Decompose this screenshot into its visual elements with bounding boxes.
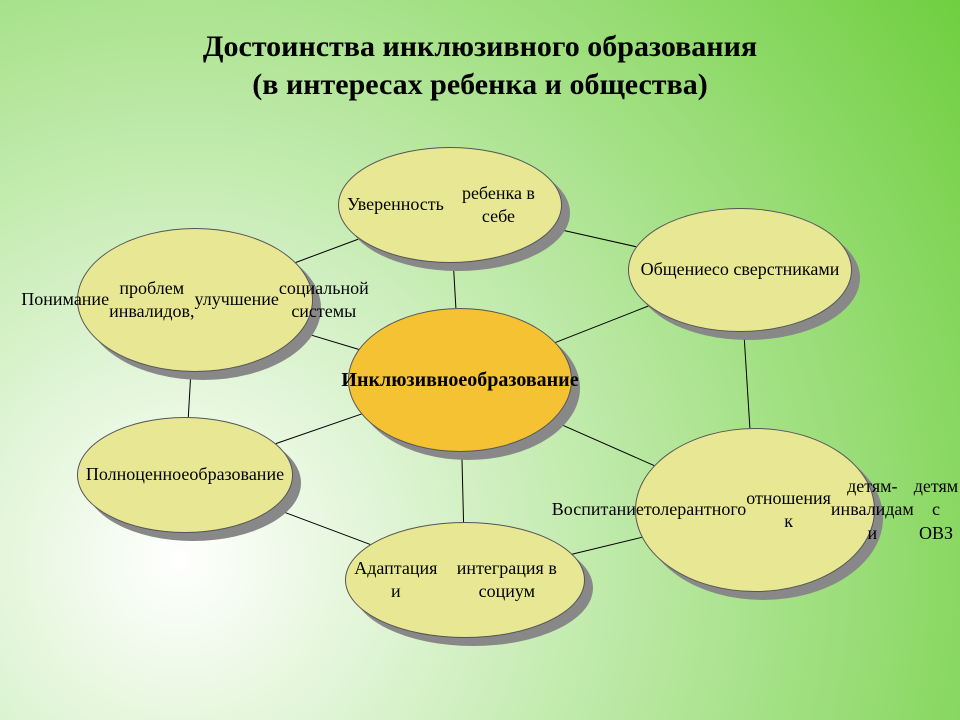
node-label-line: со сверстниками bbox=[712, 258, 839, 281]
connector-line bbox=[744, 332, 750, 428]
node-label-line: Воспитание bbox=[552, 498, 644, 521]
node-label-line: Полноценное bbox=[86, 463, 189, 486]
title-line-1: Достоинства инклюзивного образования bbox=[0, 28, 960, 66]
outer-node-n2: Общениесо сверстниками bbox=[628, 208, 852, 332]
outer-node-n6: Пониманиепроблем инвалидов,улучшениесоци… bbox=[77, 228, 313, 372]
node-label-line: проблем инвалидов, bbox=[109, 277, 194, 324]
connector-line bbox=[572, 537, 641, 554]
node-label-line: образование bbox=[189, 463, 284, 486]
connector-line bbox=[274, 508, 371, 544]
node-label-line: отношения к bbox=[746, 487, 831, 534]
node-label-line: Понимание bbox=[21, 288, 109, 311]
connector-line bbox=[556, 306, 649, 343]
node-label-line: толерантного bbox=[644, 498, 746, 521]
outer-node-n5: Полноценноеобразование bbox=[77, 417, 293, 533]
node-label-line: Уверенность bbox=[347, 193, 444, 216]
outer-node-n1: Уверенностьребенка в себе bbox=[338, 147, 562, 263]
connector-line bbox=[462, 452, 464, 522]
outer-node-n4: Адаптация иинтеграция в социум bbox=[345, 522, 585, 638]
page-title: Достоинства инклюзивного образования (в … bbox=[0, 28, 960, 103]
node-label-line: улучшение bbox=[195, 288, 279, 311]
connector-line bbox=[552, 421, 654, 466]
node-label-line: интеграция в социум bbox=[438, 557, 576, 604]
connector-line bbox=[553, 228, 636, 247]
connector-line bbox=[276, 414, 362, 444]
outer-node-n3: Воспитаниетолерантногоотношения кдетям-и… bbox=[635, 428, 875, 592]
node-label-line: образование bbox=[467, 367, 578, 393]
node-label-line: социальной системы bbox=[279, 277, 369, 324]
node-label-line: детям-инвалидам и bbox=[831, 475, 914, 545]
connector-line bbox=[296, 239, 359, 263]
center-node: Инклюзивноеобразование bbox=[348, 308, 572, 452]
node-label-line: Инклюзивное bbox=[341, 367, 467, 393]
node-label-line: ребенка в себе bbox=[444, 182, 553, 229]
node-label-line: Адаптация и bbox=[354, 557, 438, 604]
node-label-line: детям с ОВЗ bbox=[914, 475, 958, 545]
title-line-2: (в интересах ребенка и общества) bbox=[0, 66, 960, 104]
node-label-line: Общение bbox=[641, 258, 712, 281]
